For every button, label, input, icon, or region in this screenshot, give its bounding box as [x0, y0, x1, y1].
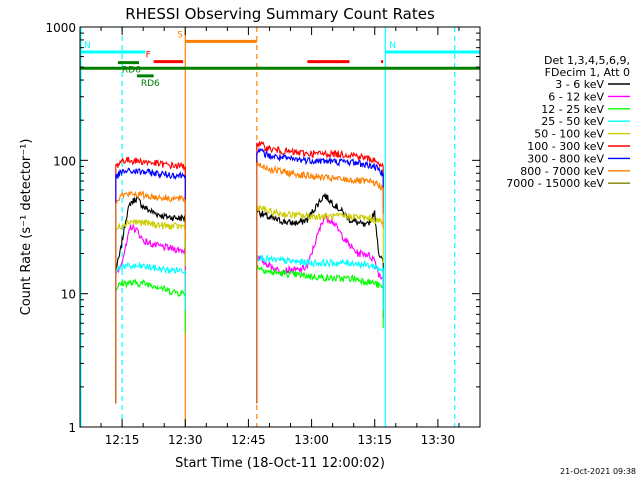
flag-label-3: F	[146, 51, 151, 61]
legend-label-2: 12 - 25 keV	[541, 103, 604, 116]
x-axis: 12:15 12:30 12:45 13:00 13:15 13:30	[100, 27, 460, 447]
series-line-4-1	[256, 203, 384, 404]
x-tick-label-3: 13:00	[294, 433, 329, 447]
series-line-3-1	[256, 254, 384, 404]
series-line-2-1	[256, 264, 384, 404]
legend-label-3: 25 - 50 keV	[541, 115, 604, 128]
x-tick-label-2: 12:45	[231, 433, 266, 447]
timestamp: 21-Oct-2021 09:38	[560, 467, 636, 476]
y-axis: 1 10 100 1000	[45, 21, 480, 435]
y-tick-label-1: 10	[61, 288, 76, 302]
series-line-2-0	[115, 278, 186, 404]
flag-label-1: N	[389, 41, 396, 51]
series-line-5-0	[115, 156, 186, 404]
x-tick-label-1: 12:30	[168, 433, 203, 447]
series-line-1-0	[115, 223, 186, 404]
series-line-6-0	[115, 167, 186, 404]
legend: Det 1,3,4,5,6,9,FDecim 1, Att 03 - 6 keV…	[506, 54, 630, 190]
flag-label-7: RD6	[122, 66, 141, 76]
flag-label-8: RD6	[141, 79, 160, 89]
plot-frame	[79, 26, 481, 428]
legend-header-0: Det 1,3,4,5,6,9,	[544, 54, 630, 67]
y-tick-label-3: 1000	[45, 21, 76, 35]
x-tick-label-0: 12:15	[105, 433, 140, 447]
y-tick-label-0: 1	[68, 421, 76, 435]
legend-label-8: 7000 - 15000 keV	[506, 177, 604, 190]
series-line-6-1	[256, 147, 384, 404]
series-line-4-0	[115, 218, 186, 404]
x-axis-label: Start Time (18-Oct-11 12:00:02)	[175, 456, 385, 471]
legend-label-5: 100 - 300 keV	[527, 140, 604, 153]
series-line-1-1	[256, 212, 384, 404]
x-tick-label-5: 13:30	[421, 433, 456, 447]
legend-label-1: 6 - 12 keV	[548, 90, 604, 103]
y-axis-label: Count Rate (s⁻¹ detector⁻¹)	[19, 139, 34, 316]
series-line-7-0	[115, 190, 186, 404]
series-line-5-1	[256, 140, 384, 404]
legend-label-6: 300 - 800 keV	[527, 152, 604, 165]
legend-label-7: 800 - 7000 keV	[520, 165, 604, 178]
legend-label-0: 3 - 6 keV	[555, 78, 604, 91]
x-tick-label-4: 13:15	[357, 433, 392, 447]
series-line-7-1	[256, 160, 384, 404]
flag-label-2: S	[177, 30, 183, 40]
legend-header-1: FDecim 1, Att 0	[545, 66, 630, 79]
series-line-0-1	[256, 192, 384, 404]
y-tick-label-2: 100	[53, 154, 76, 168]
chart-title: RHESSI Observing Summary Count Rates	[125, 5, 435, 23]
series-line-0-0	[115, 195, 186, 404]
series-line-3-0	[115, 261, 186, 404]
flag-label-0: N	[84, 41, 91, 51]
legend-label-4: 50 - 100 keV	[534, 128, 604, 141]
